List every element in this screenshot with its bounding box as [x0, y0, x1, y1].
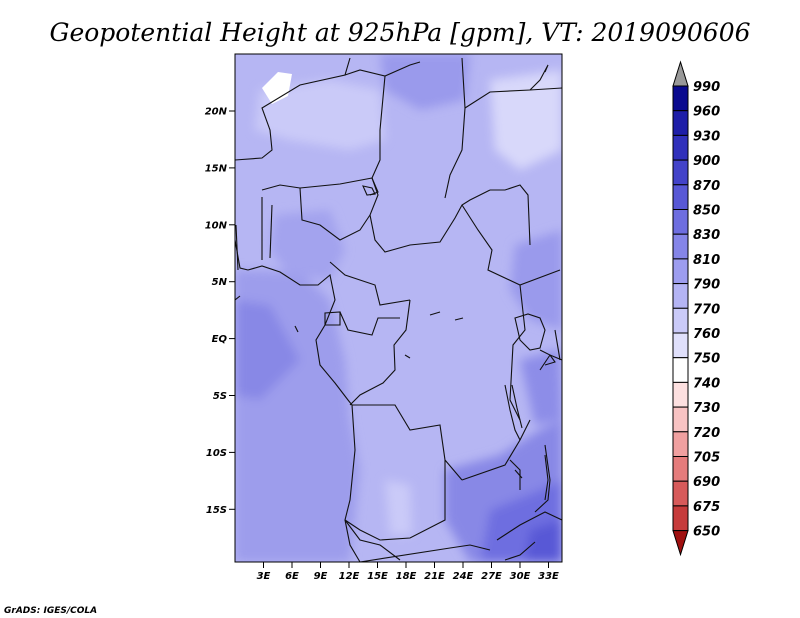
colorbar-level-label: 720 — [693, 426, 720, 441]
lon-tick-label: 30E — [510, 571, 531, 582]
colorbar-swatch — [672, 456, 689, 482]
colorbar-swatch — [672, 406, 689, 433]
colorbar-swatch — [672, 332, 689, 359]
field-region-east-africa — [520, 350, 562, 425]
colorbar-top-arrow — [672, 60, 689, 87]
lon-tick-label: 27E — [481, 571, 502, 582]
colorbar-level-label: 770 — [693, 302, 720, 317]
lon-tick-label: 15E — [367, 571, 388, 582]
lat-tick-label: 5S — [213, 391, 227, 402]
colorbar-swatch — [672, 505, 689, 532]
colorbar-level-label: 900 — [693, 154, 720, 169]
colorbar: 990 960 930 900 870 850 830 810 790 770 760 750 740 7… — [672, 60, 720, 557]
lon-tick-label: 9E — [314, 571, 328, 582]
lon-tick-label: 24E — [453, 571, 474, 582]
colorbar-level-label: 730 — [693, 401, 720, 416]
field-region-se-deepest — [525, 520, 562, 562]
field-region-nigeria — [270, 210, 345, 280]
longitude-axis: 3E 6E 9E 12E 15E 18E 21E 24E 27E 30E 33E — [257, 562, 559, 582]
country-borders — [235, 57, 562, 562]
colorbar-level-label: 650 — [693, 525, 720, 540]
colorbar-level-label: 990 — [693, 80, 720, 95]
lon-tick-label: 3E — [257, 571, 271, 582]
lat-tick-label: 10S — [206, 448, 227, 459]
lakes — [362, 185, 556, 501]
field-region-sw-dark — [235, 300, 300, 400]
latitude-axis: 20N 15N 10N 5N EQ 5S 10S 15S — [205, 107, 235, 516]
colorbar-swatch — [672, 307, 689, 334]
colorbar-level-label: 960 — [693, 105, 720, 120]
colorbar-swatch — [672, 431, 689, 457]
lat-tick-label: 15S — [206, 505, 227, 516]
colorbar-level-label: 705 — [693, 451, 720, 466]
colorbar-swatch — [672, 159, 689, 186]
colorbar-swatch — [672, 209, 689, 235]
colorbar-level-label: 690 — [693, 475, 720, 490]
colorbar-swatch — [672, 233, 689, 260]
lon-tick-label: 18E — [396, 571, 417, 582]
colorbar-level-label: 790 — [693, 278, 720, 293]
field-region-ne-light — [490, 70, 562, 170]
lat-tick-label: 10N — [205, 220, 228, 231]
colorbar-level-label: 750 — [693, 352, 720, 367]
colorbar-swatch — [672, 134, 689, 161]
colorbar-swatch — [672, 480, 689, 507]
grads-credit: GrADS: IGES/COLA — [4, 606, 97, 616]
colorbar-level-label: 810 — [693, 253, 720, 268]
colorbar-swatch — [672, 283, 689, 309]
lat-tick-label: 15N — [205, 163, 228, 174]
field-region-sahara-white — [262, 72, 292, 104]
colorbar-swatch — [672, 357, 689, 383]
colorbar-level-label: 930 — [693, 129, 720, 144]
colorbar-level-label: 850 — [693, 204, 720, 219]
coastlines — [235, 265, 361, 562]
lat-tick-label: 20N — [205, 107, 228, 118]
colorbar-level-label: 740 — [693, 376, 720, 391]
colorbar-level-label: 760 — [693, 327, 720, 342]
lon-tick-label: 33E — [538, 571, 559, 582]
field-region-basin-light — [385, 480, 412, 535]
colorbar-swatch — [672, 85, 689, 112]
colorbar-bottom-arrow — [672, 530, 689, 557]
lon-tick-label: 12E — [339, 571, 360, 582]
lat-tick-label: 5N — [212, 277, 228, 288]
colorbar-level-label: 870 — [693, 179, 720, 194]
colorbar-swatch — [672, 381, 689, 408]
colorbar-level-label: 830 — [693, 228, 720, 243]
map-frame — [234, 53, 563, 563]
colorbar-swatch — [672, 184, 689, 211]
colorbar-swatch — [672, 258, 689, 285]
map-title: Geopotential Height at 925hPa [gpm], VT:… — [49, 18, 750, 47]
lon-tick-label: 21E — [424, 571, 445, 582]
lon-tick-label: 6E — [285, 571, 299, 582]
map-panel — [235, 54, 562, 562]
lat-tick-label: EQ — [212, 334, 228, 345]
field-region-north-light — [255, 80, 385, 150]
field-region-east-dark — [510, 230, 562, 330]
colorbar-level-label: 675 — [693, 500, 720, 515]
colorbar-swatch — [672, 110, 689, 136]
